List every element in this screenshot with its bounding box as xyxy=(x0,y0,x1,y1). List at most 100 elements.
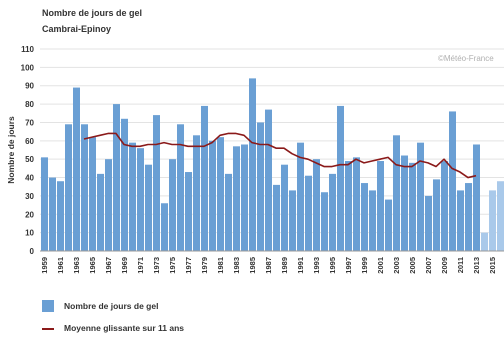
x-tick-label: 2011 xyxy=(456,257,465,273)
bar xyxy=(233,146,240,251)
bar xyxy=(105,159,112,251)
y-axis-label: Nombre de jours xyxy=(6,116,16,184)
bar xyxy=(193,135,200,251)
legend-swatch-bars xyxy=(42,300,54,312)
bar xyxy=(73,87,80,252)
bar xyxy=(353,157,360,251)
bar xyxy=(449,111,456,251)
bar xyxy=(433,179,440,251)
bar xyxy=(497,181,504,251)
x-tick-label: 1991 xyxy=(296,257,305,274)
bar xyxy=(241,144,248,251)
bar xyxy=(121,118,128,251)
x-tick-label: 1983 xyxy=(232,257,241,274)
bar xyxy=(97,173,104,251)
bar xyxy=(473,144,480,251)
x-tick-label: 1975 xyxy=(168,257,177,274)
chart-subtitle: Cambrai-Epinoy xyxy=(42,24,112,34)
x-tick-label: 2009 xyxy=(440,257,449,274)
x-tick-label: 1967 xyxy=(104,257,113,274)
bar xyxy=(137,148,144,251)
bar xyxy=(329,173,336,251)
y-tick-label: 0 xyxy=(30,247,35,256)
chart-title: Nombre de jours de gel xyxy=(42,8,143,18)
x-tick-label: 1989 xyxy=(280,257,289,274)
x-tick-label: 2005 xyxy=(408,257,417,274)
x-tick-label: 2003 xyxy=(392,257,401,274)
x-tick-label: 2013 xyxy=(472,257,481,274)
bar xyxy=(361,183,368,251)
bar xyxy=(185,172,192,251)
bar xyxy=(145,164,152,251)
x-tick-label: 1965 xyxy=(88,257,97,274)
x-tick-label: 1971 xyxy=(136,257,145,274)
x-tick-label: 1961 xyxy=(56,257,65,274)
bar xyxy=(281,164,288,251)
bar xyxy=(401,155,408,251)
bar xyxy=(425,195,432,251)
x-tick-label: 1973 xyxy=(152,257,161,274)
bar xyxy=(41,157,48,251)
bar xyxy=(65,124,72,251)
bar xyxy=(409,162,416,251)
y-tick-label: 40 xyxy=(25,174,34,183)
y-tick-label: 60 xyxy=(25,137,34,146)
legend-label-bars: Nombre de jours de gel xyxy=(64,301,159,311)
bar xyxy=(417,142,424,251)
bar xyxy=(457,190,464,251)
x-tick-label: 1959 xyxy=(40,257,49,274)
y-tick-label: 20 xyxy=(25,210,34,219)
x-tick-label: 2007 xyxy=(424,257,433,274)
y-tick-label: 110 xyxy=(21,45,34,54)
bar xyxy=(177,124,184,251)
bar xyxy=(81,124,88,251)
bar xyxy=(321,192,328,251)
bar xyxy=(489,190,496,251)
y-tick-label: 50 xyxy=(25,155,34,164)
bar xyxy=(129,142,136,251)
bar xyxy=(209,140,216,251)
x-tick-label: 1963 xyxy=(72,257,81,274)
bar xyxy=(169,159,176,251)
bar xyxy=(49,177,56,251)
bar xyxy=(345,161,352,251)
x-tick-label: 1979 xyxy=(200,257,209,274)
x-tick-label: 1995 xyxy=(328,257,337,274)
legend-label-line: Moyenne glissante sur 11 ans xyxy=(64,323,184,333)
bar xyxy=(313,159,320,251)
chart-canvas: 0 10 20 30 40 50 60 70 80 90 100 110 Nombre de jours… xyxy=(6,45,504,274)
bar xyxy=(377,161,384,251)
y-tick-label: 10 xyxy=(25,229,34,238)
bar xyxy=(441,161,448,251)
bar xyxy=(465,183,472,251)
bar xyxy=(201,105,208,251)
bar xyxy=(249,78,256,251)
watermark-text: ©Météo-France xyxy=(438,54,494,63)
bar xyxy=(257,122,264,251)
bar xyxy=(153,115,160,251)
bar xyxy=(57,181,64,251)
bar xyxy=(273,184,280,251)
bar xyxy=(161,203,168,251)
x-tick-label: 2001 xyxy=(376,257,385,274)
y-tick-label: 80 xyxy=(25,100,34,109)
bar xyxy=(113,104,120,251)
x-tick-label: 2015 xyxy=(488,257,497,274)
series-line-moyenne-glissante xyxy=(83,132,477,179)
bar xyxy=(265,109,272,251)
x-tick-label: 1987 xyxy=(264,257,273,274)
y-tick-label: 30 xyxy=(25,192,34,201)
bar xyxy=(217,137,224,251)
bar xyxy=(297,142,304,251)
bar xyxy=(225,173,232,251)
bar xyxy=(393,135,400,251)
x-tick-label: 1999 xyxy=(360,257,369,274)
bar xyxy=(89,137,96,251)
bar xyxy=(289,190,296,251)
bar xyxy=(337,105,344,251)
y-tick-label: 70 xyxy=(25,118,34,127)
bar xyxy=(481,232,488,251)
x-tick-label: 1977 xyxy=(184,257,193,274)
x-tick-label: 1981 xyxy=(216,257,225,274)
x-tick-label: 1997 xyxy=(344,257,353,274)
